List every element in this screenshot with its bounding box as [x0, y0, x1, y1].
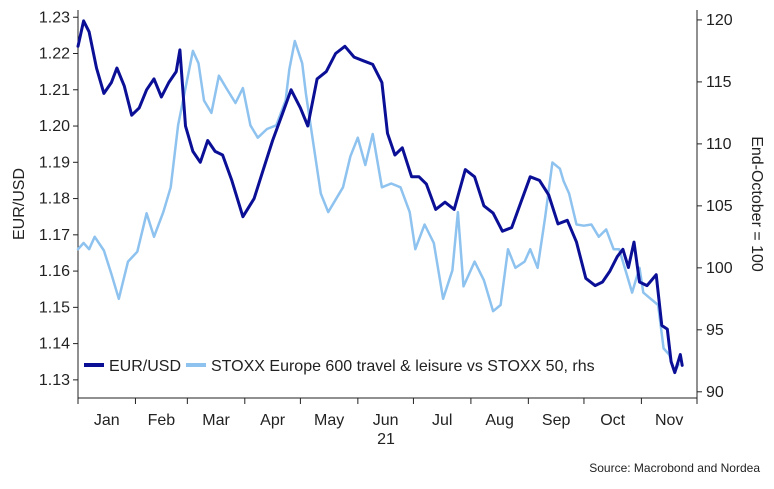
x-tick-label: Apr — [260, 412, 286, 429]
right-tick-label: 90 — [706, 384, 724, 401]
left-tick-label: 1.17 — [39, 227, 70, 244]
x-ticks: Jan Feb Mar Apr May Jun Jul Aug Sep Oct Nov — [77, 398, 698, 429]
left-ticks: 1.13 1.14 1.15 1.16 1.17 1.18 1.19 1.20 1.21 1.22… — [39, 9, 78, 389]
right-tick-label: 110 — [706, 136, 732, 153]
legend: EUR/USD STOXX Europe 600 travel & leisur… — [80, 349, 621, 379]
axes — [77, 10, 698, 399]
left-tick-label: 1.16 — [39, 263, 70, 280]
left-tick-label: 1.22 — [39, 46, 70, 63]
right-tick-label: 105 — [706, 198, 733, 215]
x-tick-label: Nov — [655, 412, 683, 429]
x-tick-label: Sep — [542, 412, 571, 429]
left-tick-label: 1.19 — [39, 154, 70, 171]
series-line-eurusd — [76, 19, 684, 375]
x-tick-label: Jan — [94, 412, 120, 429]
left-tick-label: 1.14 — [39, 336, 70, 353]
left-tick-label: 1.20 — [39, 118, 70, 135]
year-label: 21 — [377, 431, 395, 448]
legend-label-stoxx: STOXX Europe 600 travel & leisure vs STO… — [211, 358, 595, 375]
x-tick-label: Aug — [485, 412, 513, 429]
right-tick-label: 115 — [706, 74, 732, 91]
left-tick-label: 1.21 — [39, 82, 70, 99]
legend-background — [80, 349, 621, 379]
x-tick-label: Oct — [600, 412, 625, 429]
x-tick-label: Jul — [432, 412, 452, 429]
x-tick-label: Jun — [373, 412, 399, 429]
x-tick-label: Feb — [148, 412, 176, 429]
series-group — [76, 19, 684, 375]
x-tick-label: May — [314, 412, 344, 429]
y-axis-left-title: EUR/USD — [11, 168, 28, 240]
left-tick-label: 1.13 — [39, 372, 70, 389]
right-tick-label: 120 — [706, 12, 733, 29]
left-tick-label: 1.18 — [39, 191, 70, 208]
source-note: Source: Macrobond and Nordea — [589, 461, 760, 475]
series-line-stoxx-travel-leisure — [76, 39, 680, 374]
y-axis-right-title: End-October = 100 — [748, 136, 765, 272]
left-tick-label: 1.15 — [39, 299, 70, 316]
legend-label-eurusd: EUR/USD — [109, 358, 181, 375]
right-tick-label: 95 — [706, 322, 724, 339]
right-ticks: 90 95 100 105 110 115 120 — [697, 12, 733, 401]
left-tick-label: 1.23 — [39, 9, 70, 26]
right-tick-label: 100 — [706, 260, 733, 277]
x-tick-label: Mar — [202, 412, 230, 429]
